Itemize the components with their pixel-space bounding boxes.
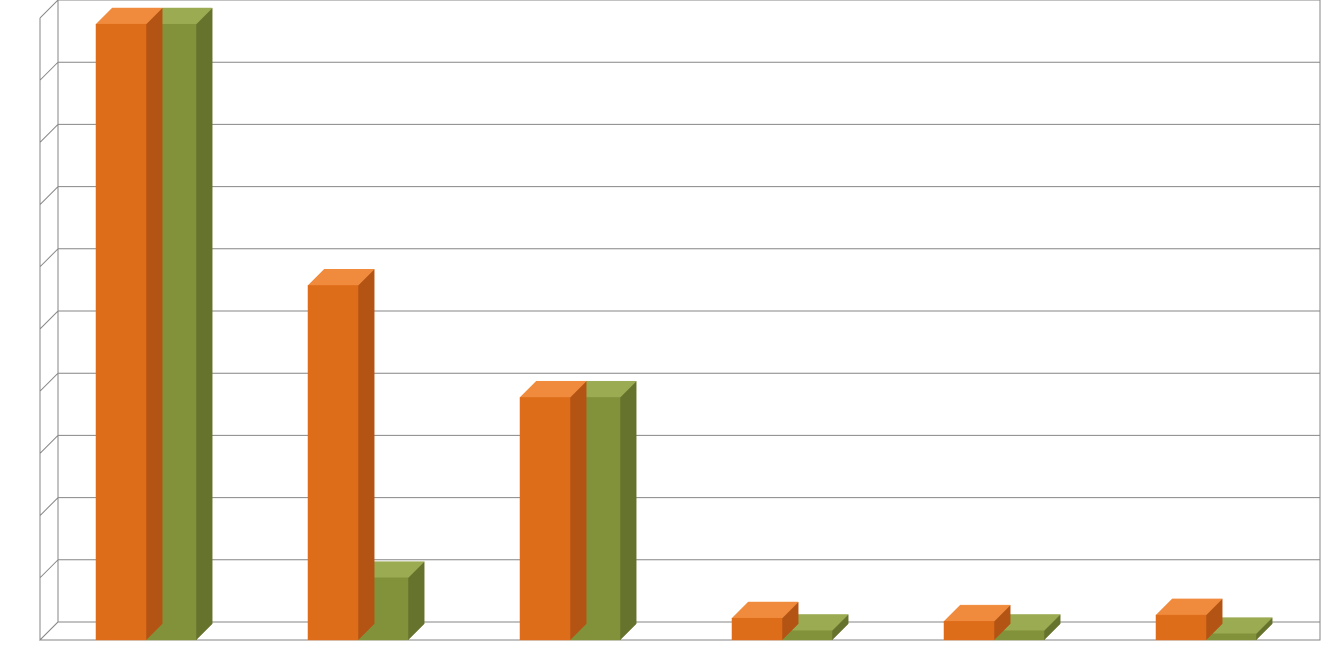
bar-side: [196, 8, 212, 640]
bar-side: [620, 381, 636, 640]
bar-front: [732, 618, 782, 640]
bar-front: [308, 285, 358, 640]
bar-front: [1206, 634, 1256, 640]
bar-front: [1156, 615, 1206, 640]
bar-side: [146, 8, 162, 640]
bar-side: [358, 269, 374, 640]
bar-side: [570, 381, 586, 640]
bar-front: [944, 621, 994, 640]
bar-front: [96, 24, 146, 640]
bar-chart: [0, 0, 1322, 651]
bar-front: [520, 397, 570, 640]
